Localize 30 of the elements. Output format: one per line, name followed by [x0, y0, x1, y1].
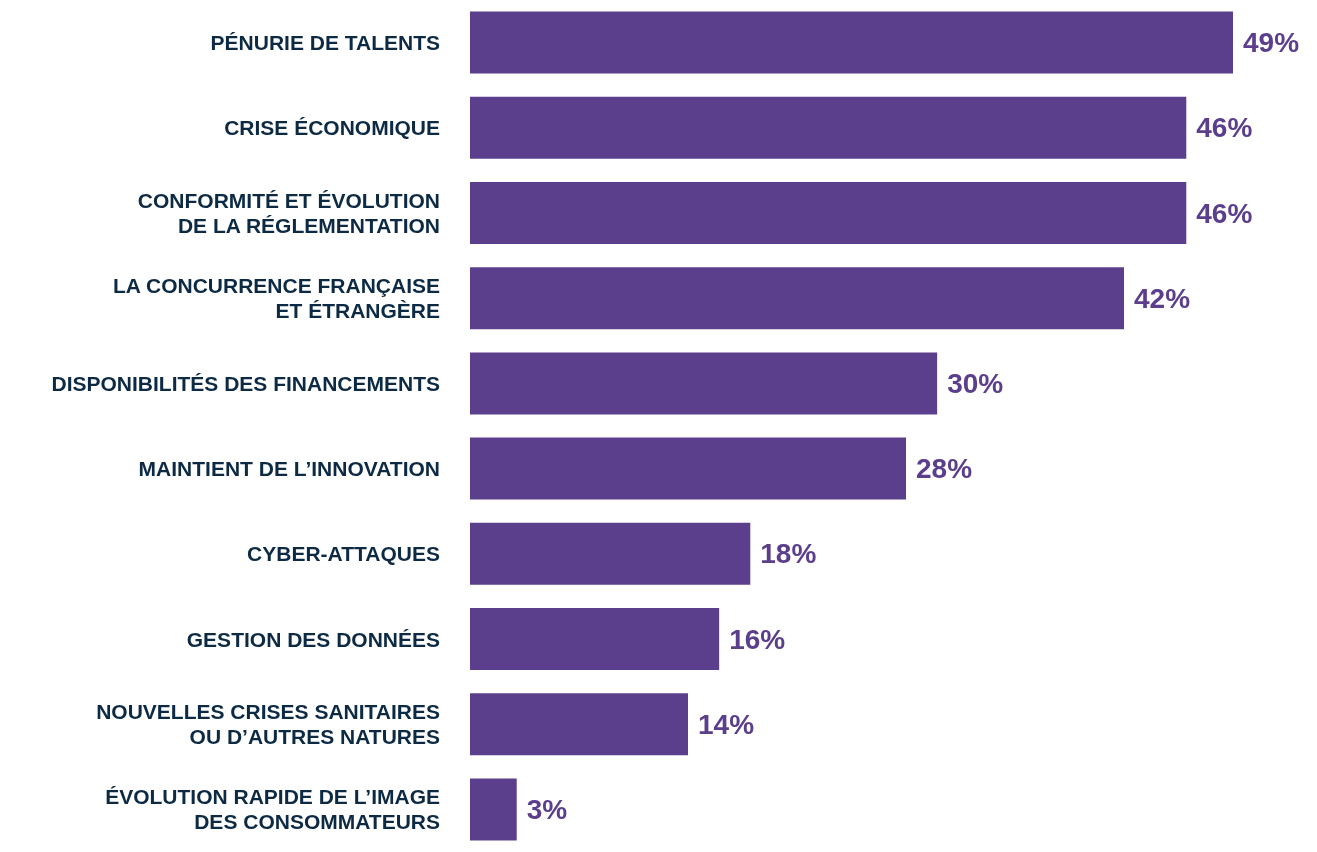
bar — [470, 608, 720, 670]
bar — [470, 267, 1124, 330]
data-label: 49% — [1243, 27, 1300, 59]
bar — [470, 437, 906, 500]
bar — [470, 522, 751, 585]
y-tick-label: CYBER-ATTAQUES — [247, 542, 440, 566]
y-tick-label: NOUVELLES CRISES SANITAIRES OU D’AUTRES NATURES — [96, 700, 440, 749]
bar — [470, 352, 938, 415]
bar — [470, 96, 1187, 159]
y-tick-label: CRISE ÉCONOMIQUE — [224, 116, 440, 140]
data-label: 18% — [760, 538, 817, 570]
y-tick-label: MAINTIENT DE L’INNOVATION — [138, 457, 440, 481]
data-label: 42% — [1134, 282, 1191, 314]
y-tick-label: ÉVOLUTION RAPIDE DE L’IMAGE DES CONSOMMATEURS — [105, 785, 440, 834]
data-label: 14% — [698, 708, 755, 740]
data-label: 46% — [1196, 197, 1253, 229]
data-label: 3% — [526, 793, 568, 825]
bar — [470, 182, 1187, 244]
data-label: 16% — [729, 623, 786, 655]
data-label: 46% — [1196, 112, 1253, 144]
y-tick-label: LA CONCURRENCE FRANÇAISE ET ÉTRANGÈRE — [112, 274, 440, 323]
y-tick-label: DISPONIBILITÉS DES FINANCEMENTS — [51, 371, 440, 395]
bar — [470, 693, 688, 756]
bar — [470, 11, 1233, 74]
data-label: 30% — [947, 367, 1004, 399]
bar — [470, 778, 517, 841]
y-tick-label: PÉNURIE DE TALENTS — [210, 31, 440, 55]
y-tick-label: CONFORMITÉ ET ÉVOLUTION DE LA RÉGLEMENTATION — [137, 189, 440, 237]
data-label: 28% — [916, 453, 973, 485]
y-tick-label: GESTION DES DONNÉES — [186, 627, 440, 651]
